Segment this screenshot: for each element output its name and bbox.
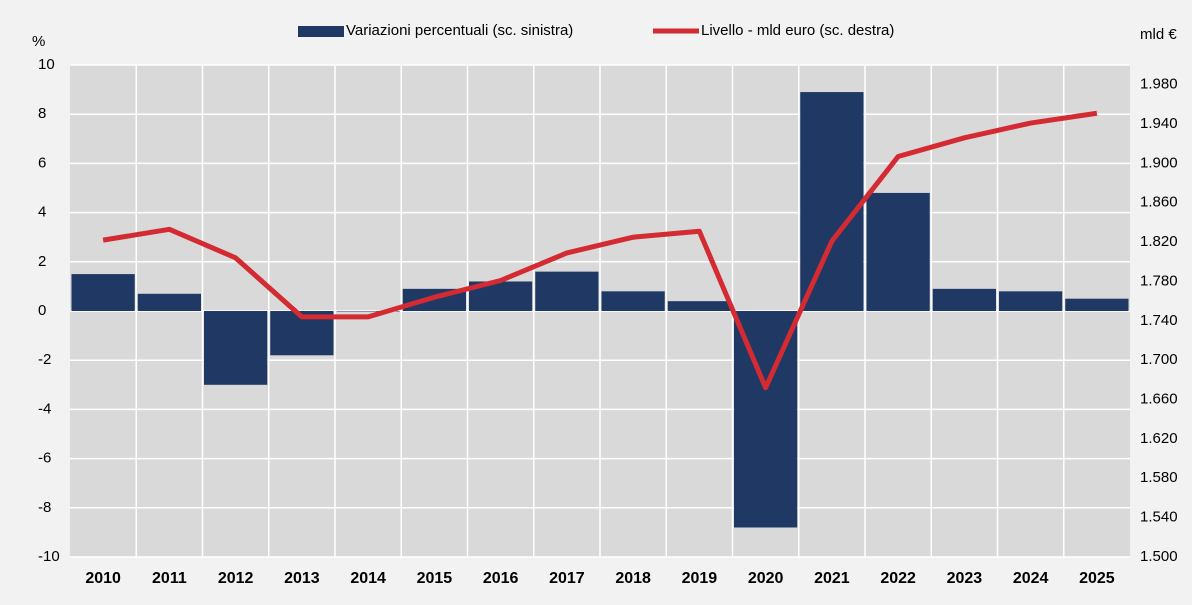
x-tick-label: 2014 [350, 570, 386, 587]
x-tick-label: 2019 [682, 570, 718, 587]
x-tick-label: 2012 [218, 570, 254, 587]
bar [1065, 298, 1129, 311]
y2-tick-label: 1.620 [1140, 430, 1178, 447]
y-tick-label: -10 [38, 548, 60, 565]
y2-tick-label: 1.980 [1140, 76, 1178, 93]
y-tick-label: 6 [38, 154, 46, 171]
y-tick-label: 4 [38, 204, 46, 221]
bar [800, 92, 864, 311]
y2-tick-label: 1.740 [1140, 312, 1178, 329]
y2-tick-label: 1.580 [1140, 469, 1178, 486]
y2-tick-label: 1.940 [1140, 115, 1178, 132]
y-tick-label: 0 [38, 302, 46, 319]
y-axis-label: % [32, 33, 45, 50]
y2-tick-label: 1.820 [1140, 233, 1178, 250]
y-tick-label: -8 [38, 499, 51, 516]
x-tick-label: 2011 [152, 570, 187, 587]
bar [71, 274, 135, 311]
y-tick-label: 8 [38, 105, 46, 122]
y2-tick-label: 1.860 [1140, 194, 1178, 211]
y2-tick-label: 1.500 [1140, 548, 1178, 565]
y-tick-label: -6 [38, 450, 51, 467]
y2-tick-label: 1.900 [1140, 154, 1178, 171]
bar [336, 311, 400, 312]
y2-tick-label: 1.780 [1140, 272, 1178, 289]
bar [932, 288, 996, 311]
x-tick-label: 2016 [483, 570, 519, 587]
x-tick-label: 2024 [1013, 570, 1049, 587]
y2-tick-label: 1.660 [1140, 391, 1178, 408]
x-tick-label: 2022 [880, 570, 916, 587]
x-tick-label: 2023 [947, 570, 983, 587]
bar [204, 311, 268, 385]
x-tick-label: 2015 [417, 570, 453, 587]
x-tick-label: 2021 [814, 570, 850, 587]
x-tick-label: 2013 [284, 570, 320, 587]
bar [667, 301, 731, 311]
x-tick-label: 2018 [615, 570, 651, 587]
legend-swatch [298, 26, 344, 37]
bar [866, 192, 930, 311]
x-tick-label: 2025 [1079, 570, 1115, 587]
y2-tick-label: 1.540 [1140, 509, 1178, 526]
x-tick-label: 2010 [85, 570, 121, 587]
line [102, 110, 1098, 391]
x-tick-label: 2020 [748, 570, 784, 587]
y-tick-label: 2 [38, 253, 46, 270]
legend-label: Livello - mld euro (sc. destra) [701, 22, 894, 39]
bar [999, 291, 1063, 311]
y-tick-label: -2 [38, 351, 51, 368]
y2-axis-label: mld € [1140, 26, 1177, 43]
y2-tick-label: 1.700 [1140, 351, 1178, 368]
y-tick-label: -4 [38, 400, 51, 417]
y-tick-label: 10 [38, 56, 55, 73]
bar [137, 293, 201, 311]
bar [601, 291, 665, 311]
legend-label: Variazioni percentuali (sc. sinistra) [346, 22, 573, 39]
x-tick-label: 2017 [549, 570, 585, 587]
bar [535, 271, 599, 311]
